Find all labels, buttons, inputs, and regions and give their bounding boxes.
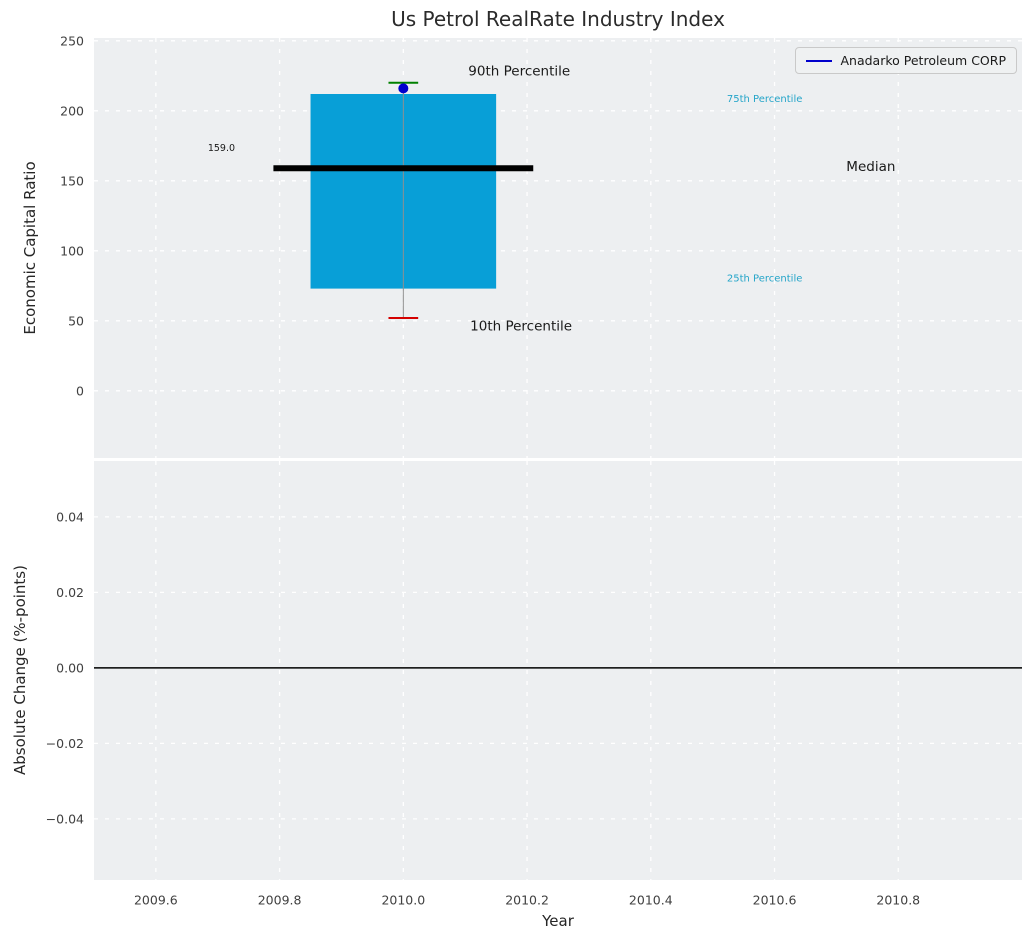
y-tick-label: 250 — [60, 33, 84, 48]
legend-line-swatch — [806, 59, 833, 62]
company-dot — [398, 83, 409, 94]
y-tick-label: 200 — [60, 103, 84, 118]
x-tick-label: 2010.6 — [753, 893, 797, 908]
y-tick-label: −0.04 — [46, 811, 84, 826]
y-tick-label: 150 — [60, 173, 84, 188]
y-tick-label: 0.00 — [56, 660, 84, 675]
x-tick-label: 2009.8 — [258, 893, 302, 908]
x-tick-label: 2010.2 — [505, 893, 549, 908]
ylabel-absolute-change: Absolute Change (%-points) — [11, 565, 29, 775]
y-tick-label: −0.02 — [46, 736, 84, 751]
annotation-10th-percentile: 10th Percentile — [470, 318, 572, 334]
y-tick-label: 50 — [68, 313, 84, 328]
annotation-25th-percentile: 25th Percentile — [727, 273, 803, 284]
y-tick-label: 0.04 — [56, 509, 84, 524]
y-tick-label: 100 — [60, 243, 84, 258]
annotation-90th-percentile: 90th Percentile — [468, 64, 570, 80]
x-tick-label: 2010.0 — [381, 893, 425, 908]
annotation-median: Median — [846, 159, 895, 175]
y-tick-label: 0.02 — [56, 585, 84, 600]
chart-title: Us Petrol RealRate Industry Index — [391, 7, 725, 31]
x-tick-label: 2010.8 — [876, 893, 920, 908]
y-tick-label: 0 — [76, 383, 84, 398]
annotation-75th-percentile: 75th Percentile — [727, 94, 803, 105]
legend-label: Anadarko Petroleum CORP — [840, 53, 1006, 68]
xlabel-year: Year — [542, 912, 574, 930]
annotation-159.0: 159.0 — [208, 143, 235, 154]
panel-bg-top — [94, 38, 1022, 458]
legend: Anadarko Petroleum CORP — [795, 47, 1017, 74]
ylabel-economic-capital-ratio: Economic Capital Ratio — [21, 161, 39, 335]
x-tick-label: 2010.4 — [629, 893, 673, 908]
panel-bg-bottom — [94, 461, 1022, 880]
x-tick-label: 2009.6 — [134, 893, 178, 908]
